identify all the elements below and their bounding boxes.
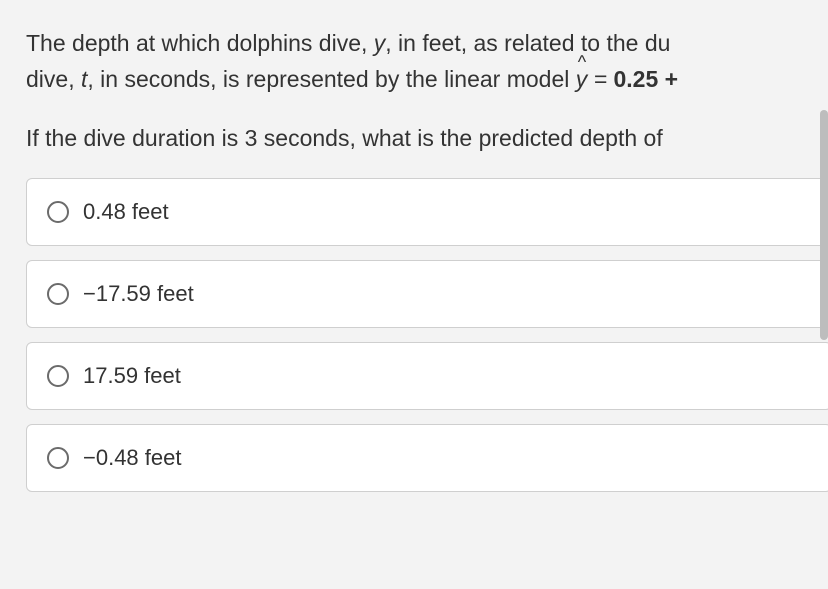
option-label: 17.59 feet	[83, 363, 181, 389]
stem-text: , in seconds, is represented by the line…	[87, 66, 575, 92]
radio-icon	[47, 447, 69, 469]
equals: =	[587, 66, 613, 92]
variable-y: y	[374, 30, 386, 56]
option-c[interactable]: 17.59 feet	[26, 342, 828, 410]
vertical-scrollbar[interactable]	[820, 110, 828, 340]
question-followup: If the dive duration is 3 seconds, what …	[26, 121, 828, 156]
question-block: The depth at which dolphins dive, y, in …	[0, 0, 828, 492]
option-label: −0.48 feet	[83, 445, 181, 471]
question-stem: The depth at which dolphins dive, y, in …	[26, 26, 828, 97]
linear-model: y = 0.25 +	[576, 66, 678, 92]
option-d[interactable]: −0.48 feet	[26, 424, 828, 492]
option-label: 0.48 feet	[83, 199, 169, 225]
radio-icon	[47, 201, 69, 223]
radio-icon	[47, 365, 69, 387]
radio-icon	[47, 283, 69, 305]
y-hat: y	[576, 62, 588, 98]
option-label: −17.59 feet	[83, 281, 194, 307]
stem-text: dive,	[26, 66, 81, 92]
model-rhs: 0.25 +	[613, 66, 678, 92]
stem-text: , in feet, as related to the du	[385, 30, 670, 56]
option-a[interactable]: 0.48 feet	[26, 178, 828, 246]
option-b[interactable]: −17.59 feet	[26, 260, 828, 328]
answer-options: 0.48 feet −17.59 feet 17.59 feet −0.48 f…	[26, 178, 828, 492]
stem-text: The depth at which dolphins dive,	[26, 30, 374, 56]
